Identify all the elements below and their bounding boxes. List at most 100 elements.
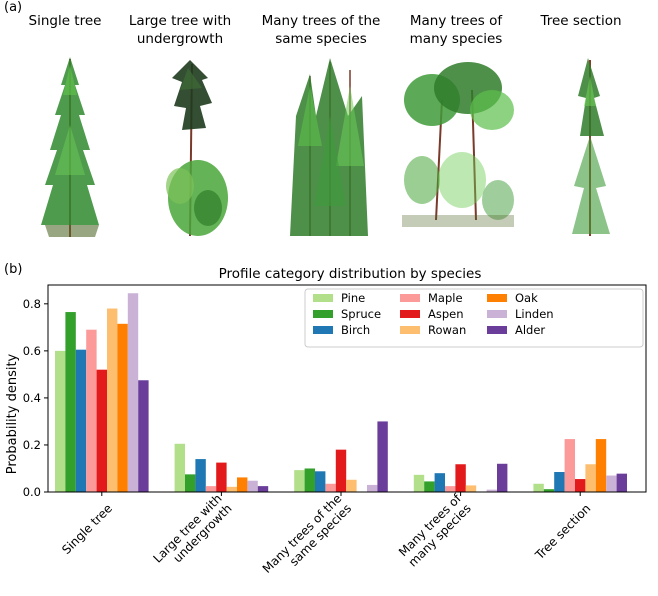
bar-oak xyxy=(237,477,248,492)
bar-rowan xyxy=(346,479,357,492)
bar-spruce xyxy=(304,468,315,492)
bar-rowan xyxy=(465,485,477,492)
x-tick-label: Tree section xyxy=(532,501,594,563)
bar-aspen xyxy=(335,449,347,492)
tree-title-line2: undergrowth xyxy=(136,31,224,47)
tree-title-large-undergrowth: Large tree with undergrowth xyxy=(118,12,242,48)
y-axis-label: Probability density xyxy=(5,353,20,474)
legend-label: Pine xyxy=(341,291,365,305)
panel-a-label: (a) xyxy=(4,0,23,15)
tree-image-many-same xyxy=(290,58,368,236)
bar-birch xyxy=(554,472,565,492)
tree-title-line1: Single tree xyxy=(28,13,102,29)
bar-spruce xyxy=(185,474,196,492)
bar-birch xyxy=(434,473,445,492)
legend: Pine Spruce Birch Maple Aspen Rowan Oak Linden A… xyxy=(304,288,644,348)
legend-swatch xyxy=(313,326,333,334)
bar-aspen xyxy=(216,462,227,492)
y-tick-label: 0.6 xyxy=(23,344,41,358)
bar-linden xyxy=(127,293,139,492)
tree-title-many-same: Many trees of the same species xyxy=(250,12,392,48)
bar-rowan xyxy=(585,464,596,492)
y-tick-label: 0.2 xyxy=(23,438,41,452)
legend-label: Birch xyxy=(341,323,370,337)
bar-alder xyxy=(138,380,149,492)
legend-label: Linden xyxy=(515,307,554,321)
tree-title-single: Single tree xyxy=(10,12,120,30)
bar-linden xyxy=(367,484,378,492)
bar-maple xyxy=(325,483,336,492)
bar-linden xyxy=(606,475,617,492)
tree-title-many-many: Many trees of many species xyxy=(396,12,516,48)
bars-group xyxy=(55,293,627,492)
legend-box xyxy=(304,288,644,348)
bar-alder xyxy=(377,421,388,492)
legend-label: Spruce xyxy=(341,307,381,321)
legend-swatch xyxy=(400,294,420,302)
bar-pine xyxy=(294,470,305,492)
legend-label: Aspen xyxy=(428,307,464,321)
panel-b-label: (b) xyxy=(4,262,23,277)
bar-linden xyxy=(247,480,258,492)
tree-image-section xyxy=(572,58,610,236)
tree-title-line2: many species xyxy=(409,31,503,47)
bar-pine xyxy=(413,474,425,492)
tree-title-line1: Many trees of the xyxy=(261,13,381,29)
legend-label: Alder xyxy=(515,323,545,337)
bar-rowan xyxy=(226,486,237,492)
legend-label: Oak xyxy=(515,291,538,305)
bar-alder xyxy=(257,486,269,492)
bar-spruce xyxy=(65,312,76,492)
bar-pine xyxy=(533,483,544,492)
bar-alder xyxy=(497,463,508,492)
bar-birch xyxy=(195,459,206,492)
bar-spruce xyxy=(424,481,435,492)
bar-birch xyxy=(75,349,87,492)
bar-aspen xyxy=(575,479,586,492)
bar-aspen xyxy=(96,369,107,492)
tree-image-large-undergrowth xyxy=(166,60,228,237)
legend-label: Rowan xyxy=(428,323,466,337)
bar-oak xyxy=(117,323,128,492)
tree-title-line1: Tree section xyxy=(540,13,622,29)
bar-rowan xyxy=(107,308,118,492)
plot-frame xyxy=(47,284,647,493)
bar-maple xyxy=(86,329,97,492)
bar-spruce xyxy=(543,489,555,492)
y-axis: 0.0 0.2 0.4 0.6 0.8 xyxy=(23,297,48,499)
legend-swatch xyxy=(313,294,333,302)
tree-title-line1: Large tree with xyxy=(128,13,232,29)
bar-oak xyxy=(595,439,607,492)
tree-title-line2: same species xyxy=(275,31,367,47)
bar-chart: Profile category distribution by species… xyxy=(5,266,647,576)
legend-swatch xyxy=(313,310,333,318)
tree-image-single xyxy=(41,57,99,237)
legend-swatch xyxy=(487,310,507,318)
bar-aspen xyxy=(455,464,466,492)
bar-pine xyxy=(174,443,185,492)
legend-swatch xyxy=(400,310,420,318)
y-tick-label: 0.8 xyxy=(23,297,41,311)
y-tick-label: 0.0 xyxy=(23,485,41,499)
bar-maple xyxy=(564,439,575,492)
tree-image-many-many xyxy=(402,62,514,227)
legend-swatch xyxy=(400,326,420,334)
chart-title: Profile category distribution by species xyxy=(219,266,482,282)
bar-alder xyxy=(616,473,627,492)
x-tick-label-line: Tree section xyxy=(532,501,594,563)
tree-title-line1: Many trees of xyxy=(409,13,503,29)
bar-pine xyxy=(55,350,66,492)
legend-label: Maple xyxy=(428,291,463,305)
tree-title-section: Tree section xyxy=(526,12,636,30)
bar-linden xyxy=(486,489,497,492)
bar-birch xyxy=(315,471,326,492)
x-tick-label-line: Single tree xyxy=(59,501,115,557)
legend-swatch xyxy=(487,326,507,334)
x-tick-label: Single tree xyxy=(59,501,115,557)
bar-maple xyxy=(205,486,217,492)
y-tick-label: 0.4 xyxy=(23,391,41,405)
